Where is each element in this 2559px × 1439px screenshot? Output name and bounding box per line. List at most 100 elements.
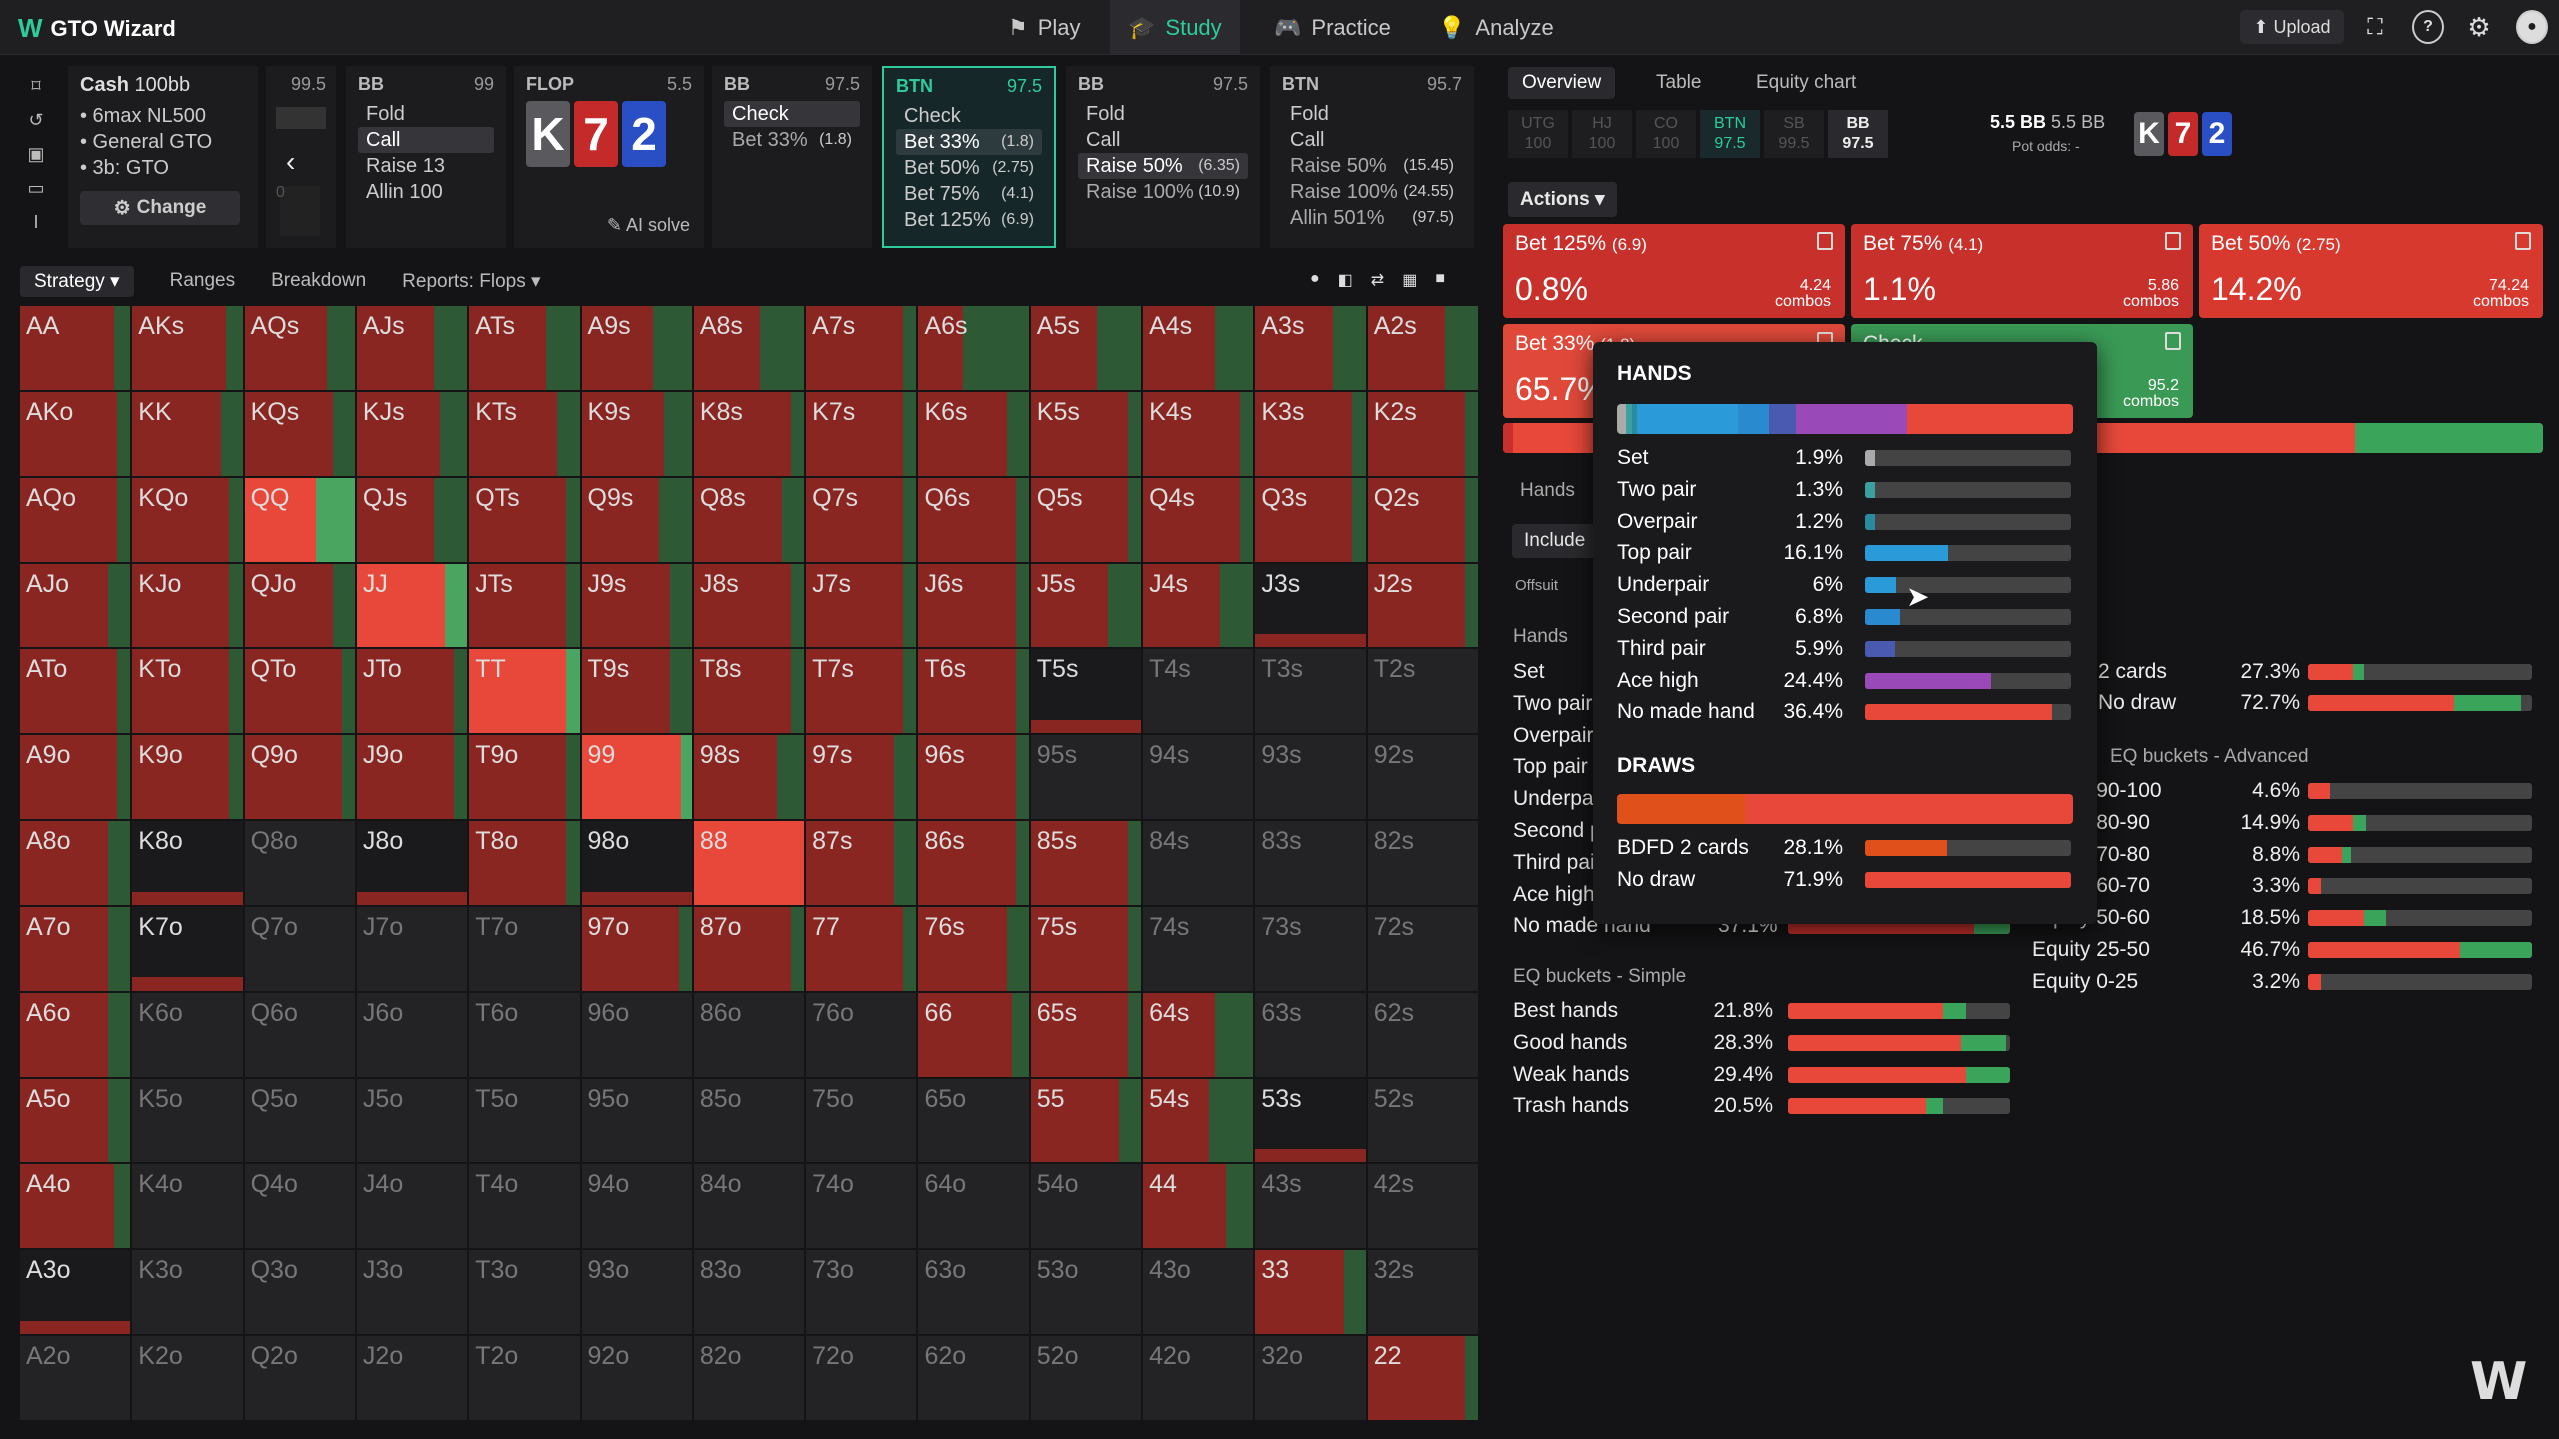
hand-cell[interactable]: 75o [806, 1078, 917, 1163]
hand-cell[interactable]: A6o [20, 992, 131, 1077]
hand-cell[interactable]: T6s [918, 649, 1029, 734]
hand-cell[interactable]: Q2s [1367, 477, 1478, 562]
hand-cell[interactable]: A8o [20, 821, 131, 905]
hand-cell[interactable]: ATs [469, 306, 580, 390]
hand-cell[interactable]: J8s [693, 563, 805, 648]
logo[interactable]: W GTO Wizard [18, 13, 176, 44]
hand-cell[interactable]: 98o [581, 821, 692, 905]
hand-cell[interactable]: 99 [581, 735, 692, 820]
hand-cell[interactable]: T3s [1255, 649, 1366, 734]
node-bb-response[interactable]: BB 97.5 Fold Call Raise 50% (6.35) Raise 1… [1066, 66, 1260, 248]
node-bb-preflop[interactable]: BB 99 Fold Call Raise 13 Allin 100 [346, 66, 506, 248]
action-raise-100[interactable]: Raise 100% (10.9) [1086, 181, 1240, 203]
hand-cell[interactable]: T8o [469, 821, 580, 905]
hand-cell[interactable]: 63s [1255, 992, 1366, 1077]
hand-cell[interactable]: Q2o [244, 1336, 355, 1420]
position-sb[interactable]: SB 99.5 [1764, 110, 1824, 158]
hand-cell[interactable]: Q6s [918, 477, 1029, 562]
hand-cell[interactable]: K5o [132, 1078, 243, 1163]
screenshot-icon[interactable]: ⛶ [2367, 14, 2383, 39]
hand-cell[interactable]: T6o [469, 992, 580, 1077]
hand-cell[interactable]: 52o [1030, 1336, 1142, 1420]
hand-cell[interactable]: 74o [806, 1164, 917, 1249]
hand-cell[interactable]: 94o [581, 1164, 692, 1249]
notes-icon[interactable] [2165, 332, 2181, 350]
hand-cell[interactable]: T8s [693, 649, 805, 734]
action-call[interactable]: Call [1290, 129, 1325, 151]
hand-cell[interactable]: 84o [693, 1164, 805, 1249]
nav-practice[interactable]: 🎮 Practice [1256, 0, 1409, 55]
hand-cell[interactable]: Q4s [1143, 477, 1254, 562]
hand-cell[interactable]: 55 [1030, 1078, 1142, 1163]
hand-cell[interactable]: ATo [20, 649, 131, 734]
hand-cell[interactable]: J4s [1143, 563, 1254, 648]
hand-cell[interactable]: Q3s [1255, 477, 1366, 562]
notes-icon[interactable] [2165, 232, 2181, 250]
hand-cell[interactable]: 42s [1367, 1164, 1478, 1249]
hand-cell[interactable]: QQ [244, 477, 355, 562]
hand-cell[interactable]: 94s [1143, 735, 1254, 820]
hand-cell[interactable]: J2s [1367, 563, 1478, 648]
hand-cell[interactable]: 76o [806, 992, 917, 1077]
hand-cell[interactable]: 87s [806, 821, 917, 905]
position-hj[interactable]: HJ 100 [1572, 110, 1632, 158]
hand-cell[interactable]: A7o [20, 906, 131, 991]
action-fold[interactable]: Fold [1086, 103, 1125, 125]
node-btn-response[interactable]: BTN 95.7 Fold Call Raise 50% (15.45) Raise… [1270, 66, 1474, 248]
hand-cell[interactable]: KK [132, 391, 243, 476]
swap-icon[interactable]: ⇄ [1370, 272, 1385, 289]
hand-cell[interactable]: 54o [1030, 1164, 1142, 1249]
hand-cell[interactable]: QTo [244, 649, 355, 734]
hand-cell[interactable]: J3s [1255, 563, 1366, 648]
hand-cell[interactable]: KTs [469, 391, 580, 476]
hand-cell[interactable]: 82o [693, 1336, 805, 1420]
nav-play[interactable]: ⚑ Play [990, 0, 1099, 55]
tab-equity-chart[interactable]: Equity chart [1756, 72, 1857, 93]
account-icon[interactable]: ● [2516, 10, 2548, 44]
action-bet-125[interactable]: Bet 125% (6.9) [904, 209, 1034, 231]
hand-cell[interactable]: J6o [356, 992, 468, 1077]
ai-solve-button[interactable]: ✎ AI solve [606, 215, 690, 235]
hand-cell[interactable]: QTs [469, 477, 580, 562]
hand-cell[interactable]: A8s [693, 306, 805, 390]
tab-ranges[interactable]: Ranges [169, 270, 236, 291]
hand-cell[interactable]: T2o [469, 1336, 580, 1420]
tab-overview[interactable]: Overview [1508, 67, 1616, 99]
hand-cell[interactable]: A9s [581, 306, 692, 390]
text-cursor-icon[interactable]: I [33, 212, 39, 232]
history-icon[interactable]: ↺ [28, 110, 44, 130]
hand-cell[interactable]: AQo [20, 477, 131, 562]
action-bet-50[interactable]: Bet 50% (2.75) [904, 157, 1034, 179]
tab-breakdown[interactable]: Breakdown [271, 270, 367, 291]
action-allin[interactable]: Allin 501% (97.5) [1290, 207, 1454, 229]
notes-icon[interactable] [2515, 232, 2531, 250]
save-icon[interactable]: ▣ [27, 144, 45, 164]
hand-cell[interactable]: 83o [693, 1250, 805, 1335]
hand-cell[interactable]: 74s [1143, 906, 1254, 991]
hand-cell[interactable]: K2s [1367, 391, 1478, 476]
hand-cell[interactable]: 72s [1367, 906, 1478, 991]
hand-cell[interactable]: J2o [356, 1336, 468, 1420]
hand-cell[interactable]: T4o [469, 1164, 580, 1249]
hand-cell[interactable]: K2o [132, 1336, 243, 1420]
hand-cell[interactable]: 65s [1030, 992, 1142, 1077]
controller-icon[interactable]: ▭ [27, 178, 45, 198]
action-bet-33[interactable]: Bet 33% (1.8) [896, 129, 1042, 155]
hand-cell[interactable]: J9s [581, 563, 692, 648]
hand-cell[interactable]: K3o [132, 1250, 243, 1335]
hand-cell[interactable]: Q5o [244, 1078, 355, 1163]
hand-cell[interactable]: 93s [1255, 735, 1366, 820]
hand-cell[interactable]: Q8o [244, 821, 355, 905]
hand-cell[interactable]: TT [469, 649, 580, 734]
hand-cell[interactable]: Q5s [1030, 477, 1142, 562]
hand-cell[interactable]: 66 [918, 992, 1029, 1077]
action-check[interactable]: Check [904, 105, 961, 127]
hand-cell[interactable]: 85s [1030, 821, 1142, 905]
hand-cell[interactable]: 92o [581, 1336, 692, 1420]
hand-cell[interactable]: 87o [693, 906, 805, 991]
hand-cell[interactable]: T5s [1030, 649, 1142, 734]
help-icon[interactable]: ? [2412, 10, 2444, 44]
action-box-bet-125-[interactable]: Bet 125% (6.9) 0.8% 4.24 combos [1503, 224, 1845, 318]
hand-cell[interactable]: 54s [1143, 1078, 1254, 1163]
hand-cell[interactable]: KQo [132, 477, 243, 562]
